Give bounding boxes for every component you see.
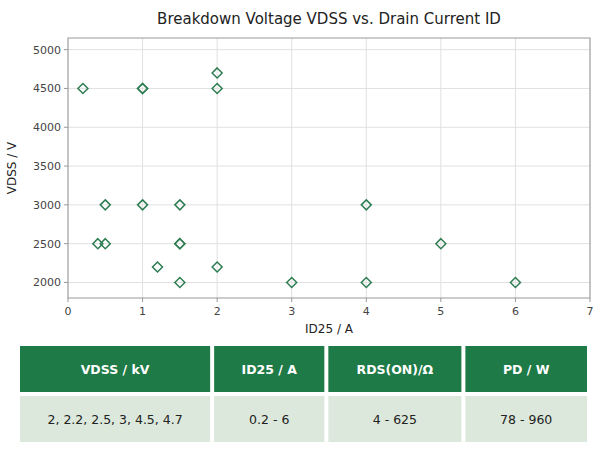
x-tick-label: 3	[288, 305, 295, 318]
point	[361, 200, 371, 210]
x-tick-label: 6	[512, 305, 519, 318]
point	[212, 68, 222, 78]
point	[287, 277, 297, 287]
y-tick	[64, 88, 68, 89]
table-value: 78 - 960	[500, 412, 552, 427]
table-cell	[20, 396, 210, 442]
y-axis-label: VDSS / V	[5, 141, 19, 194]
table-cell	[465, 396, 587, 442]
point	[175, 239, 185, 249]
y-tick	[64, 282, 68, 283]
table-header-cell	[465, 346, 587, 392]
table-cell	[214, 396, 324, 442]
y-tick	[64, 243, 68, 244]
table-value: 2, 2.2, 2.5, 3, 4.5, 4.7	[47, 412, 182, 427]
plot-frame	[68, 38, 590, 298]
x-tick-label: 4	[363, 305, 370, 318]
table-value: 0.2 - 6	[249, 412, 289, 427]
y-tick-label: 3500	[33, 160, 61, 173]
y-tick-label: 2000	[33, 276, 61, 289]
y-grid-line	[68, 243, 590, 244]
point	[175, 277, 185, 287]
y-tick	[64, 127, 68, 128]
y-grid-line	[68, 166, 590, 167]
x-tick	[440, 298, 441, 302]
point	[175, 239, 185, 249]
x-tick-label: 7	[587, 305, 594, 318]
x-tick	[366, 298, 367, 302]
x-tick	[515, 298, 516, 302]
point	[78, 83, 88, 93]
grid	[68, 38, 590, 298]
x-tick-label: 5	[437, 305, 444, 318]
point	[138, 83, 148, 93]
point	[212, 83, 222, 93]
point	[100, 200, 110, 210]
x-grid-line	[291, 38, 292, 298]
table-header: ID25 / A	[242, 362, 298, 377]
y-tick-label: 4500	[33, 82, 61, 95]
y-tick	[64, 49, 68, 50]
point	[361, 277, 371, 287]
point	[212, 262, 222, 272]
y-tick-label: 3000	[33, 199, 61, 212]
x-axis-label: ID25 / A	[305, 322, 354, 336]
y-tick	[64, 166, 68, 167]
table: VDSS / kV 2, 2.2, 2.5, 3, 4.5, 4.7 ID25 / …	[20, 346, 587, 442]
y-grid-line	[68, 49, 590, 50]
x-tick-label: 1	[139, 305, 146, 318]
table-value: 4 - 625	[373, 412, 417, 427]
y-tick	[64, 204, 68, 205]
x-tick-label: 2	[214, 305, 221, 318]
table-header-cell	[20, 346, 210, 392]
x-tick	[291, 298, 292, 302]
y-tick-label: 5000	[33, 44, 61, 57]
x-grid-line	[366, 38, 367, 298]
points	[78, 68, 521, 288]
point	[510, 277, 520, 287]
x-tick	[68, 298, 69, 302]
table-header: RDS(ON)/Ω	[357, 362, 434, 377]
chart: Breakdown Voltage VDSS vs. Drain Current…	[0, 0, 607, 450]
table-header: VDSS / kV	[81, 362, 150, 377]
title: Breakdown Voltage VDSS vs. Drain Current…	[157, 10, 501, 28]
x-tick	[217, 298, 218, 302]
x-tick	[142, 298, 143, 302]
x-tick	[590, 298, 591, 302]
y-tick-label: 2500	[33, 238, 61, 251]
point	[100, 239, 110, 249]
point	[138, 83, 148, 93]
point	[152, 262, 162, 272]
y-tick-label: 4000	[33, 121, 61, 134]
point	[175, 200, 185, 210]
table-header: PD / W	[503, 362, 550, 377]
x-tick-label: 0	[65, 305, 72, 318]
x-grid-line	[142, 38, 143, 298]
point	[138, 200, 148, 210]
table-header-cell	[328, 346, 461, 392]
table-header-cell	[214, 346, 324, 392]
x-grid-line	[515, 38, 516, 298]
point	[436, 239, 446, 249]
table-cell	[328, 396, 461, 442]
x-grid-line	[440, 38, 441, 298]
y-grid-line	[68, 127, 590, 128]
